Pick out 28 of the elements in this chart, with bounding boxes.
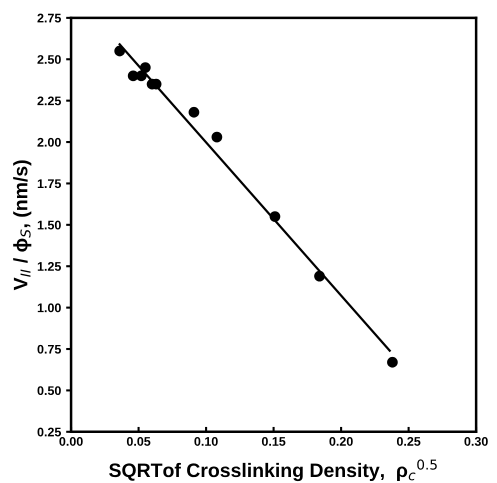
point [140,62,151,73]
y-tick-label: 1.75 [38,179,62,188]
x-tick-label: 0.15 [262,436,286,446]
x-axis-title: SQRTof Crosslinking Density, ρ$_{c}$$^{0.5}$ [109,459,437,482]
x-tick-label: 0.25 [396,436,420,446]
x-tick-label: 0.30 [464,436,488,446]
x-tick-label: 0.00 [59,436,83,446]
point [114,46,126,56]
y-tick-label: 0.25 [38,428,62,436]
y-axis-title: V$_{II}$ / ϕ$_{S}$, (nm/s) [13,160,32,290]
point [314,270,325,282]
y-tick-label: 2.00 [37,138,61,147]
y-tick-label: 2.25 [37,96,62,106]
point [387,356,398,368]
y-tick-label: 2.75 [37,14,62,23]
y-tick-label: 1.25 [38,262,62,271]
point [212,132,222,142]
y-tick-label: 2.50 [37,55,61,64]
x-tick-label: 0.20 [329,436,353,446]
y-tick-label: 1.50 [38,220,61,230]
point [136,70,147,82]
y-tick-label: 1.00 [38,303,61,312]
x-tick-label: 0.10 [194,436,218,446]
x-tick-label: 0.05 [126,436,150,446]
y-tick-label: 0.50 [38,386,61,396]
point [270,211,280,222]
y-tick-label: 0.75 [38,344,62,354]
point [188,106,200,118]
